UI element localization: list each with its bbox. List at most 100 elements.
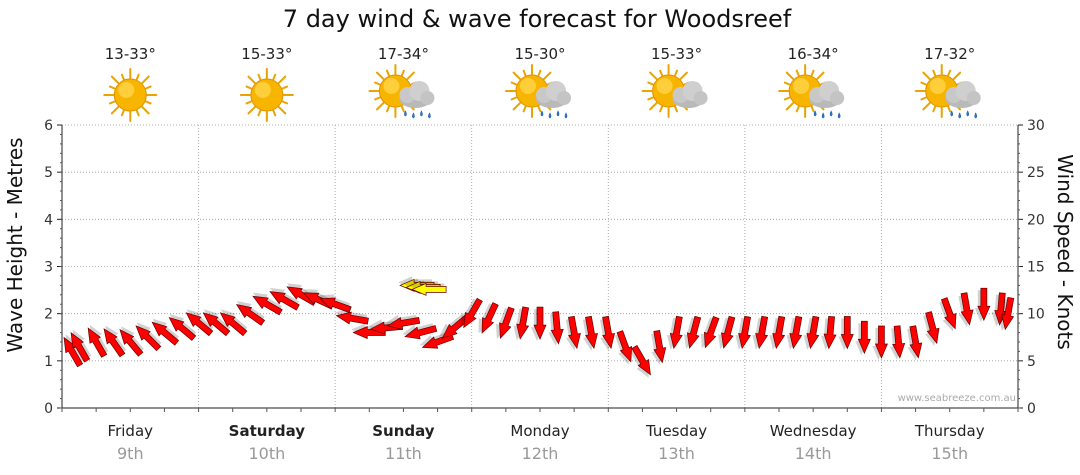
day-date-label: 14th <box>795 444 832 463</box>
rain-drop <box>950 110 954 117</box>
wind-arrow <box>219 309 248 337</box>
wind-arrow <box>531 306 547 342</box>
wind-arrow-body <box>977 287 991 322</box>
wind-arrow-body <box>499 306 515 339</box>
wind-arrow-body <box>669 315 683 350</box>
temperature-label: 13-33° <box>105 45 156 63</box>
sun-cloud-rain-icon <box>778 64 845 119</box>
sun-ray <box>281 85 289 90</box>
wind-arrow-body <box>481 302 499 334</box>
sun-ray <box>110 106 120 115</box>
sun-ray <box>144 100 152 105</box>
wind-arrow-body <box>738 315 752 350</box>
sun-ray <box>659 69 664 77</box>
sun-ray <box>932 105 937 113</box>
sun-highlight <box>656 78 673 94</box>
credit-text: www.seabreeze.com.au <box>898 393 1016 404</box>
wind-arrow <box>889 325 906 361</box>
temperature-label: 15-30° <box>514 45 565 63</box>
sun-cloud-rain-icon <box>505 64 571 119</box>
wind-arrow <box>565 315 581 351</box>
rain-drop <box>556 110 560 117</box>
day-date-label: 13th <box>658 444 695 463</box>
wind-arrow-shadow <box>65 334 85 364</box>
wind-arrow-body <box>892 325 906 359</box>
day-name-label: Thursday <box>914 422 985 440</box>
sun-ray <box>245 85 253 90</box>
sun-ray <box>952 71 962 80</box>
wind-arrow <box>151 318 180 346</box>
rain-drop <box>966 110 970 117</box>
grid <box>62 124 1018 409</box>
rain-drop <box>540 110 544 117</box>
sun-ray <box>245 100 253 105</box>
wind-arrow-body <box>940 297 957 330</box>
wind-arrow-body <box>616 330 633 363</box>
temperature-label: 17-32° <box>924 45 975 63</box>
sun-ray <box>947 105 952 113</box>
sun-ray <box>120 73 125 81</box>
wind-arrow-body <box>960 292 974 326</box>
day-date-label: 12th <box>522 444 559 463</box>
wind-arrow-body <box>63 336 84 368</box>
wind-arrow-body <box>1001 296 1015 331</box>
wind-arrow <box>683 315 702 350</box>
sun-ray <box>785 71 795 80</box>
sun-ray <box>386 105 390 113</box>
sun-ray <box>922 102 931 111</box>
wind-arrow-body <box>567 315 581 350</box>
rain-drop <box>821 112 825 119</box>
wind-arrow <box>939 297 957 332</box>
wind-arrow-body <box>806 315 820 350</box>
wind-arrow-body <box>404 325 438 340</box>
weather-icons <box>103 64 981 122</box>
sun-ray <box>110 75 120 84</box>
sun-ray <box>277 106 287 115</box>
sun-ray <box>108 85 116 90</box>
day-name-label: Saturday <box>229 422 306 440</box>
temperature-label: 15-33° <box>651 45 702 63</box>
y-right-tick-label: 30 <box>1027 118 1045 134</box>
wind-arrow-body <box>823 315 837 350</box>
wind-arrow <box>385 314 421 330</box>
wind-arrow <box>202 309 231 337</box>
wind-arrow <box>185 309 214 337</box>
sun-highlight <box>254 82 271 98</box>
sun-ray <box>947 69 952 77</box>
wind-arrow-body <box>202 312 231 337</box>
sun-ray <box>922 71 931 80</box>
wind-arrow <box>630 344 651 378</box>
wind-arrow-body <box>550 311 564 345</box>
wind-arrow-body <box>269 291 300 311</box>
wind-arrow-body <box>840 316 854 350</box>
sun-ray <box>510 81 518 86</box>
y-left-tick-label: 2 <box>44 307 53 323</box>
day-date-label: 15th <box>931 444 968 463</box>
wind-arrow <box>103 325 127 358</box>
sun-ray <box>257 73 262 81</box>
axes: 0 1 2 3 4 5 6 0 5 10 15 20 25 30 <box>44 118 1045 417</box>
wind-arrow <box>63 334 85 368</box>
sun-ray <box>649 71 658 80</box>
wind-arrow-body <box>235 303 266 326</box>
wind-arrow-body <box>857 320 871 355</box>
sun-highlight <box>793 78 810 94</box>
wind-arrow-body <box>755 315 769 350</box>
temperature-label: 16-34° <box>788 45 839 63</box>
sun-ray <box>406 71 415 80</box>
sun-ray <box>247 75 256 84</box>
wind-arrow <box>235 300 266 326</box>
sun-ray <box>141 106 150 115</box>
wind-arrow <box>410 280 447 296</box>
wind-arrow <box>786 315 803 350</box>
wind-arrow <box>735 315 752 350</box>
wind-arrow-body <box>70 332 91 363</box>
wind-arrow-body <box>463 297 483 329</box>
sun-icon <box>103 68 158 122</box>
sun-ray <box>537 105 542 113</box>
sun-highlight <box>520 78 536 94</box>
sun-ray <box>783 81 791 86</box>
sun-highlight <box>929 78 946 94</box>
sun-cloud-rain-icon <box>368 64 435 119</box>
y-right-tick-label: 15 <box>1027 260 1045 276</box>
